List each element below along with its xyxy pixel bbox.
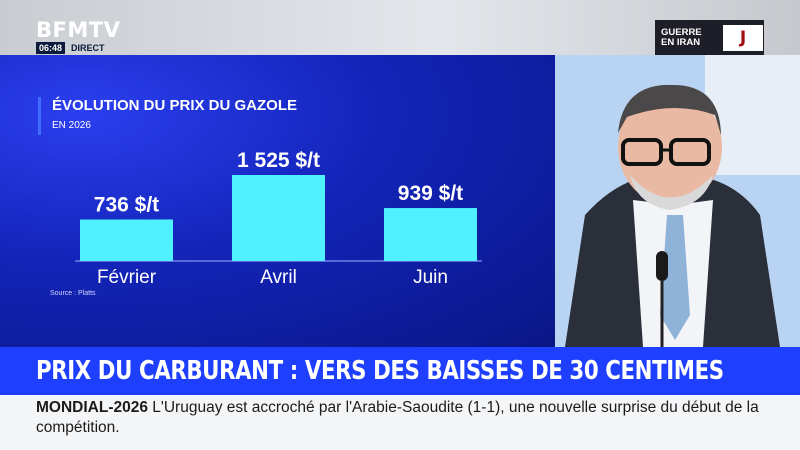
chart-title: ÉVOLUTION DU PRIX DU GAZOLE bbox=[52, 97, 298, 114]
glasses-left bbox=[621, 138, 663, 166]
headline-banner: PRIX DU CARBURANT : VERS DES BAISSES DE … bbox=[0, 347, 800, 395]
category-label-0: Février bbox=[97, 267, 157, 288]
bar-value-label-1: 1 525 $/t bbox=[237, 149, 320, 172]
ticker-body: L'Uruguay est accroché par l'Arabie-Saou… bbox=[36, 399, 759, 436]
guest-video bbox=[555, 55, 800, 347]
bar-chart: 736 $/t Février 1 525 $/t Avril 939 $/t Juin bbox=[75, 149, 482, 288]
ticker-text: MONDIAL-2026 L'Uruguay est accroché par … bbox=[36, 398, 776, 438]
chart-subtitle: EN 2026 bbox=[52, 120, 91, 131]
channel-logo: BFMTV bbox=[36, 18, 121, 42]
badge-text: GUERRE EN IRAN bbox=[655, 28, 721, 48]
bar-2 bbox=[384, 208, 477, 261]
category-label-2: Juin bbox=[413, 267, 448, 288]
clock-time: 06:48 bbox=[36, 42, 66, 54]
news-ticker: MONDIAL-2026 L'Uruguay est accroché par … bbox=[0, 395, 800, 450]
bar-value-label-2: 939 $/t bbox=[398, 182, 463, 205]
tie bbox=[660, 215, 690, 340]
clock-bar: 06:48 DIRECT bbox=[36, 42, 105, 54]
title-accent-bar bbox=[38, 97, 41, 135]
top-bar: BFMTV 06:48 DIRECT GUERRE EN IRAN J 109 bbox=[0, 0, 800, 74]
bar-1 bbox=[232, 175, 325, 261]
badge-line1: GUERRE bbox=[661, 27, 702, 38]
badge-line2: EN IRAN bbox=[661, 37, 701, 48]
ticker-tag: MONDIAL-2026 bbox=[36, 399, 148, 416]
live-label: DIRECT bbox=[71, 43, 105, 53]
category-label-1: Avril bbox=[260, 267, 297, 288]
beard bbox=[630, 175, 713, 210]
bar-value-label-0: 736 $/t bbox=[94, 193, 159, 216]
glasses-right bbox=[669, 138, 711, 166]
bar-0 bbox=[80, 219, 173, 261]
hair bbox=[618, 84, 721, 135]
headline-text: PRIX DU CARBURANT : VERS DES BAISSES DE … bbox=[36, 356, 724, 386]
microphone bbox=[656, 251, 668, 281]
badge-day: J 109 bbox=[723, 25, 763, 74]
war-day-badge: GUERRE EN IRAN J 109 bbox=[655, 20, 764, 74]
guest-person-illustration bbox=[555, 55, 800, 347]
chart-source: Source : Platts bbox=[50, 290, 96, 297]
